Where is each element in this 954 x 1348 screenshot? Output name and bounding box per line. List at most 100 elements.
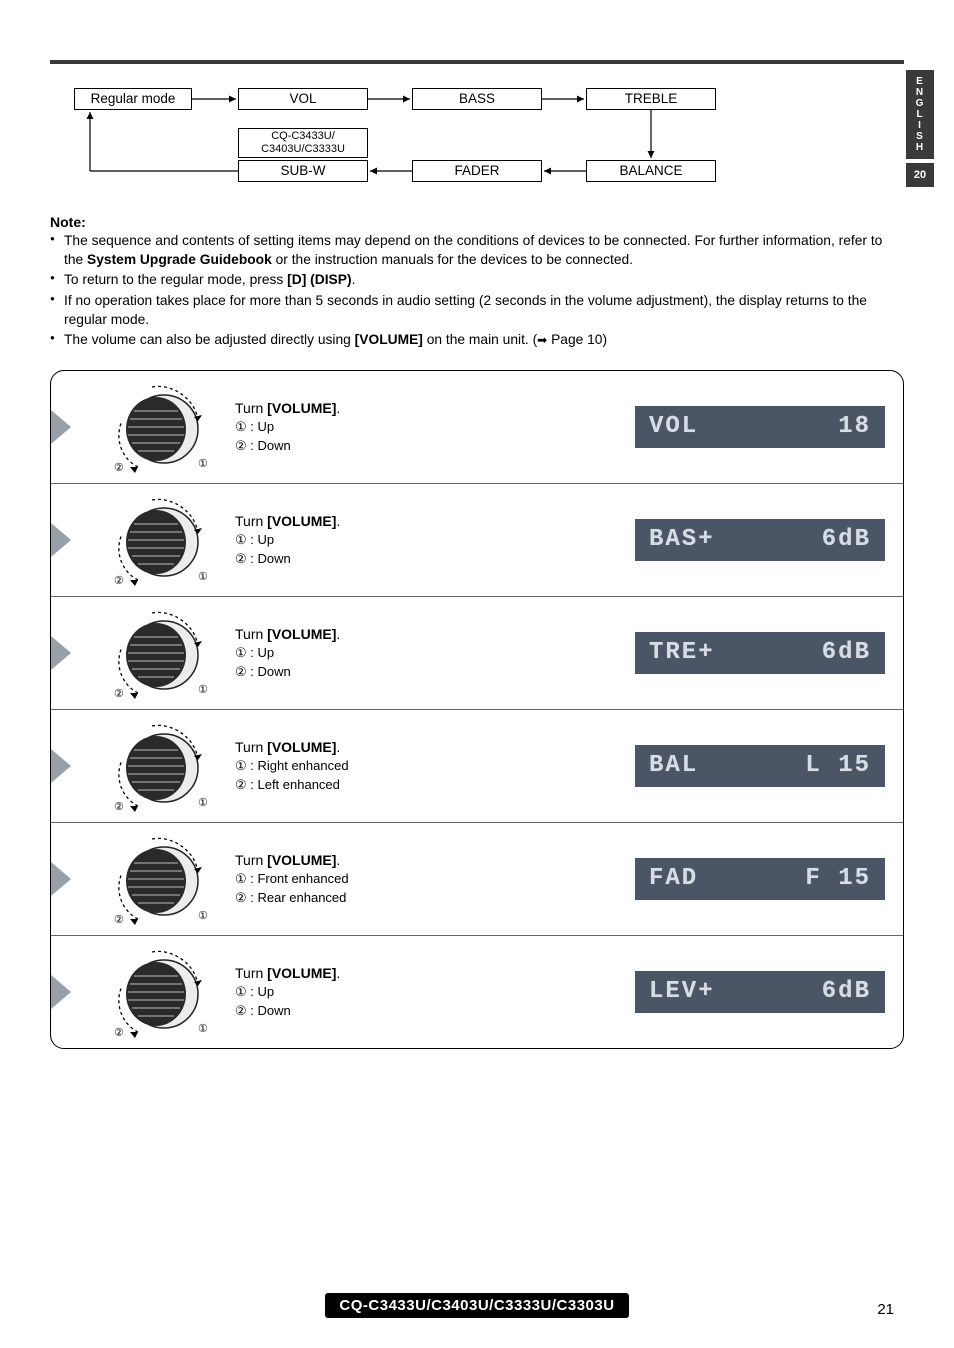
lcd-left: BAL [649,752,698,779]
arrow-right-icon: ➡ [537,333,547,347]
svg-text:②: ② [114,575,124,586]
footer: CQ-C3433U/C3403U/C3333U/C3303U [0,1293,954,1318]
note-text: on the main unit. ( [423,332,537,347]
instr-dot: . [336,965,340,981]
volume-knob-illustration: ①② [85,946,235,1038]
instruction-text: Turn [VOLUME]. ① : Up ② : Down [235,398,635,456]
lcd-display: VOL 18 [635,406,885,448]
note-text: To return to the regular mode, press [64,272,287,287]
instruction-text: Turn [VOLUME]. ① : Up ② : Down [235,624,635,682]
lcd-display: BAS+ 6dB [635,519,885,561]
svg-text:②: ② [114,914,124,925]
lcd-right: L 15 [805,752,871,779]
page-number: 21 [877,1301,894,1318]
settings-panel: ① ② Turn [VOLUME]. ① : Up ② : Down VOL 1… [50,370,904,1049]
note-item: If no operation takes place for more tha… [64,292,904,329]
note-bold: [VOLUME] [355,332,423,347]
instr-line2: ② : Down [235,550,635,569]
setting-row: ①② Turn [VOLUME]. ① : Front enhanced ② :… [51,823,903,936]
svg-text:①: ① [198,684,208,696]
instr-turn: Turn [235,626,267,642]
lcd-display: LEV+6dB [635,971,885,1013]
svg-text:①: ① [198,797,208,809]
instr-line2: ② : Down [235,663,635,682]
notes-title: Note: [50,214,904,230]
note-item: To return to the regular mode, press [D]… [64,271,904,290]
instr-dot: . [336,626,340,642]
instr-turn: Turn [235,400,267,416]
side-tab-section-number: 20 [906,163,934,187]
instruction-text: Turn [VOLUME]. ① : Right enhanced ② : Le… [235,737,635,795]
note-item: The sequence and contents of setting ite… [64,232,904,269]
lcd-left: FAD [649,865,698,892]
note-bold: [D] (DISP) [287,272,351,287]
instr-line1: ① : Up [235,531,635,550]
lcd-right: 18 [838,413,871,440]
volume-knob-illustration: ①② [85,607,235,699]
lcd-display: BAL L 15 [635,745,885,787]
instr-turn: Turn [235,739,267,755]
setting-row: ① ② Turn [VOLUME]. ① : Up ② : Down VOL 1… [51,371,903,484]
instr-line1: ① : Right enhanced [235,757,635,776]
svg-text:②: ② [114,688,124,699]
setting-row: ①② Turn [VOLUME]. ① : Up ② : Down BAS+6d… [51,484,903,597]
instr-line2: ② : Down [235,1002,635,1021]
note-text: Page 10) [547,332,607,347]
instr-line2: ② : Down [235,437,635,456]
setting-row: ①② Turn [VOLUME]. ① : Right enhanced ② :… [51,710,903,823]
lcd-right: 6dB [822,639,871,666]
flow-arrows [60,88,760,198]
instr-control: [VOLUME] [267,513,336,529]
instr-line2: ② : Rear enhanced [235,889,635,908]
instr-control: [VOLUME] [267,400,336,416]
note-text: or the instruction manuals for the devic… [272,252,633,267]
note-text: . [352,272,356,287]
note-text: If no operation takes place for more tha… [64,293,867,327]
instr-dot: . [336,852,340,868]
note-text: The volume can also be adjusted directly… [64,332,355,347]
instr-line1: ① : Up [235,644,635,663]
instr-control: [VOLUME] [267,739,336,755]
svg-text:②: ② [114,1027,124,1038]
lcd-left: BAS+ [649,526,715,553]
instr-dot: . [336,739,340,755]
lcd-display: FAD F 15 [635,858,885,900]
lcd-right: 6dB [822,526,871,553]
setting-row: ①② Turn [VOLUME]. ① : Up ② : Down TRE+6d… [51,597,903,710]
lcd-left: TRE+ [649,639,715,666]
knob-label-1: ① [198,458,208,470]
svg-text:①: ① [198,571,208,583]
note-bold: System Upgrade Guidebook [87,252,272,267]
row-arrow-icon [51,862,85,896]
volume-knob-illustration: ①② [85,833,235,925]
lcd-right: 6dB [822,978,871,1005]
instr-line1: ① : Front enhanced [235,870,635,889]
instruction-text: Turn [VOLUME]. ① : Up ② : Down [235,511,635,569]
row-arrow-icon [51,975,85,1009]
lcd-right: F 15 [805,865,871,892]
instr-line1: ① : Up [235,983,635,1002]
instruction-text: Turn [VOLUME]. ① : Up ② : Down [235,963,635,1021]
instr-control: [VOLUME] [267,626,336,642]
instr-turn: Turn [235,513,267,529]
svg-text:①: ① [198,1023,208,1035]
side-tab-language: E N G L I S H [906,70,934,159]
instr-turn: Turn [235,965,267,981]
svg-text:②: ② [114,801,124,812]
row-arrow-icon [51,410,85,444]
side-tab: E N G L I S H 20 [906,70,934,187]
setting-row: ①② Turn [VOLUME]. ① : Up ② : Down LEV+6d… [51,936,903,1048]
row-arrow-icon [51,523,85,557]
row-arrow-icon [51,749,85,783]
page: E N G L I S H 20 Regular mode VOL BASS T… [0,0,954,1348]
instr-dot: . [336,400,340,416]
instr-turn: Turn [235,852,267,868]
footer-model-bar: CQ-C3433U/C3403U/C3333U/C3303U [325,1293,628,1318]
instr-control: [VOLUME] [267,965,336,981]
knob-label-2: ② [114,462,124,473]
row-arrow-icon [51,636,85,670]
volume-knob-illustration: ①② [85,720,235,812]
instr-dot: . [336,513,340,529]
instruction-text: Turn [VOLUME]. ① : Front enhanced ② : Re… [235,850,635,908]
volume-knob-illustration: ①② [85,494,235,586]
